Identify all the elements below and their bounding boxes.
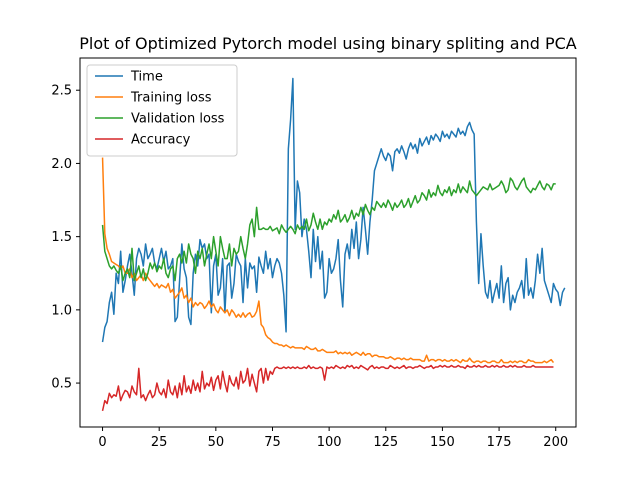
series-line-validation-loss (101, 177, 556, 282)
x-tick-label: 25 (151, 435, 168, 450)
legend-label: Training loss (130, 91, 212, 106)
legend-label: Time (130, 70, 163, 85)
x-tick-label: 125 (373, 435, 398, 450)
x-tick-label: 200 (543, 435, 568, 450)
y-tick-label: 2.0 (51, 157, 72, 172)
axes-frame (79, 57, 577, 428)
legend-label: Validation loss (131, 112, 225, 127)
x-tick-label: 100 (317, 435, 342, 450)
series-line-accuracy (101, 364, 554, 412)
chart-title: Plot of Optimized Pytorch model using bi… (79, 34, 577, 53)
y-tick-label: 2.5 (51, 84, 72, 99)
x-tick-label: 175 (487, 435, 512, 450)
x-tick-label: 50 (208, 435, 225, 450)
plot-area: 0 25 50 75 100 125 150 175 200 0.5 1.0 1.5 2.0 2.5 (51, 77, 568, 450)
x-tick-label: 75 (264, 435, 281, 450)
y-tick-label: 0.5 (51, 377, 72, 392)
series-line-training-loss (101, 157, 555, 364)
y-tick-label: 1.5 (51, 230, 72, 245)
series-line-time (101, 77, 566, 343)
x-tick-label: 150 (430, 435, 455, 450)
y-tick-label: 1.0 (51, 303, 72, 318)
legend: Time Training loss Validation loss Accuracy (86, 64, 238, 157)
legend-label: Accuracy (131, 133, 191, 148)
x-tick-label: 0 (98, 435, 106, 450)
legend-box (86, 64, 238, 157)
